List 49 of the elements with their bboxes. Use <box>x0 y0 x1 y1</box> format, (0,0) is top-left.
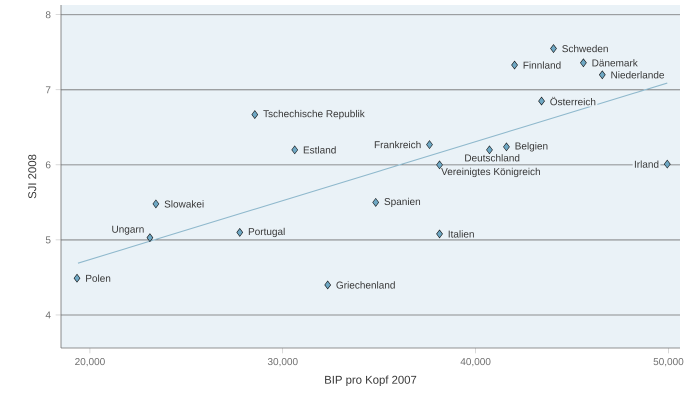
annotation: Estland <box>304 146 336 154</box>
point <box>291 146 298 154</box>
point <box>486 146 493 154</box>
annotation: Spanien <box>384 198 420 208</box>
point <box>372 198 379 207</box>
point <box>580 58 587 68</box>
point <box>503 142 510 152</box>
point <box>74 274 80 282</box>
annotation: Deutschland <box>465 154 520 162</box>
point <box>324 280 331 290</box>
annotation: Polen <box>86 274 110 282</box>
y-tick-label: 7 <box>46 86 50 94</box>
y-tick-label: 8 <box>46 11 51 18</box>
annotation: Frankreich <box>374 140 421 148</box>
y-tick-label: 6 <box>46 161 51 168</box>
point <box>152 200 160 208</box>
x-tick-label: 30,000 <box>268 358 298 366</box>
x-tick-label: 50,000 <box>654 358 684 366</box>
annotation: Irland <box>634 160 658 168</box>
point <box>550 44 557 53</box>
point <box>146 233 154 242</box>
annotation: Griechenland <box>336 281 395 289</box>
annotation: Italien <box>448 230 474 238</box>
annotation: Ungarn <box>112 226 144 235</box>
y-tick-label: 5 <box>46 236 51 244</box>
point <box>538 96 545 106</box>
point <box>511 60 518 70</box>
annotation: Portugal <box>248 228 285 238</box>
annotation: Tschechische Republik <box>263 110 365 120</box>
point <box>599 70 606 80</box>
x-tick-label: 20,000 <box>75 358 105 366</box>
y-axis-title: SJI 2008 <box>28 154 36 198</box>
point <box>436 230 443 238</box>
point <box>236 228 244 237</box>
point <box>426 140 433 149</box>
annotation: Belgien <box>516 142 548 152</box>
y-tick-label: 4 <box>46 312 51 318</box>
point <box>664 160 671 168</box>
annotation: Finnland <box>524 61 561 69</box>
annotation: Slowakei <box>164 200 204 208</box>
x-tick-label: 40,000 <box>460 358 490 366</box>
annotation: Vereinigtes Königreich <box>441 168 540 178</box>
annotation: Schweden <box>562 44 608 52</box>
point <box>436 160 443 170</box>
point <box>252 110 258 119</box>
x-axis-title: BIP pro Kopf 2007 <box>325 375 416 386</box>
annotation: Niederlande <box>611 71 664 78</box>
annotation: Österreich <box>550 96 596 106</box>
annotation: Dänemark <box>592 59 638 66</box>
